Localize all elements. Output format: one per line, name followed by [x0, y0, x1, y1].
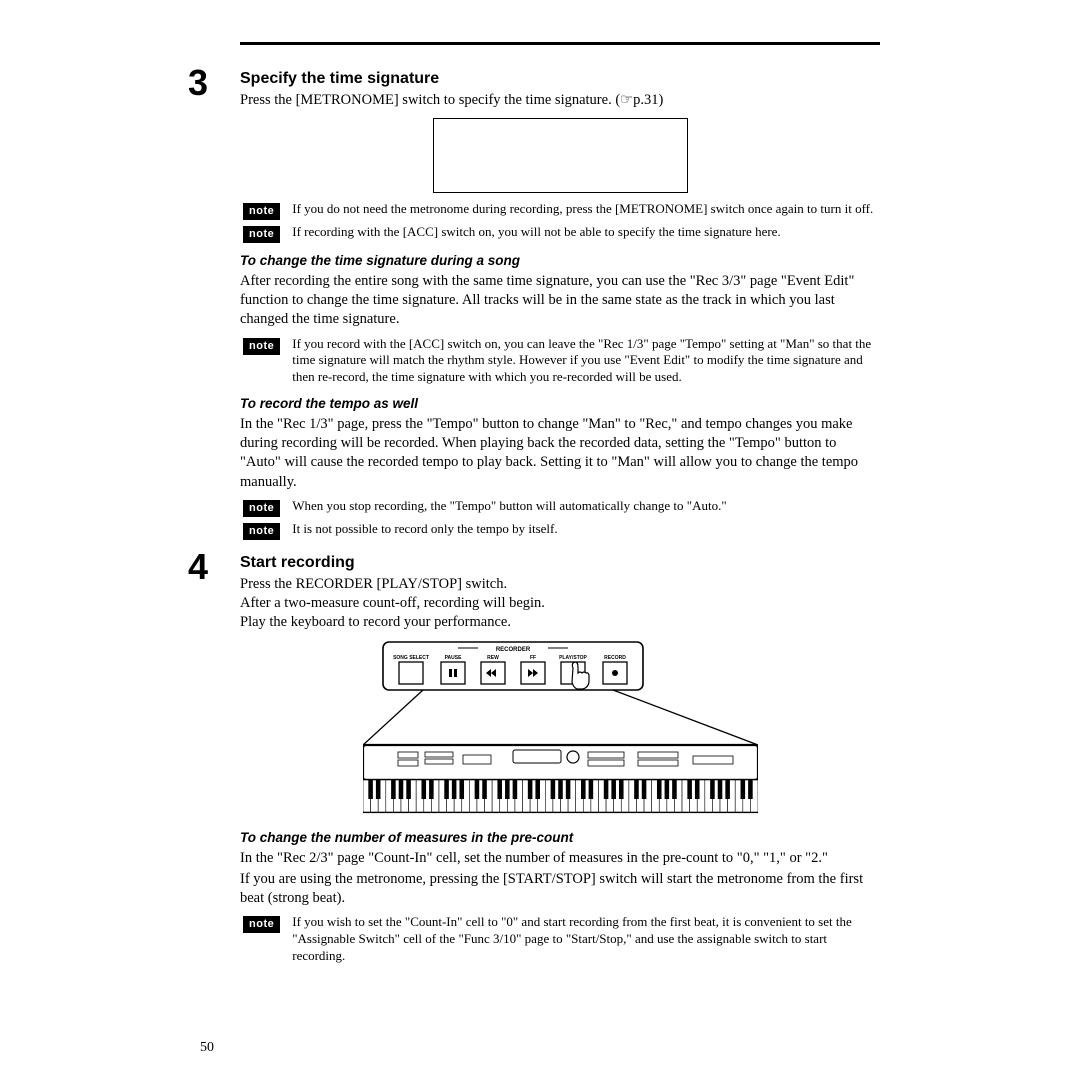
sub-heading: To change the time signature during a so… — [240, 253, 880, 268]
note-badge: note — [243, 203, 280, 220]
body-line: Press the RECORDER [PLAY/STOP] switch. — [240, 575, 880, 594]
body-line: Play the keyboard to record your perform… — [240, 613, 880, 632]
note-badge: note — [243, 523, 280, 540]
keyboard-figure: RECORDER SONG SELECT PAUSE REW FF PLAY/S… — [363, 640, 758, 820]
keyboard-keys — [363, 780, 758, 812]
note-row: note It is not possible to record only t… — [243, 521, 880, 540]
page-number: 50 — [200, 1040, 214, 1056]
note-text: When you stop recording, the "Tempo" but… — [292, 498, 726, 515]
note-badge: note — [243, 226, 280, 243]
empty-display-box — [433, 118, 688, 193]
note-row: note When you stop recording, the "Tempo… — [243, 498, 880, 517]
note-text: If recording with the [ACC] switch on, y… — [292, 224, 780, 241]
step-title: Specify the time signature — [240, 70, 880, 88]
body-paragraph: In the "Rec 1/3" page, press the "Tempo"… — [240, 415, 880, 492]
svg-text:PAUSE: PAUSE — [444, 655, 462, 661]
step-title: Start recording — [240, 554, 880, 572]
step-4: 4 Start recording Press the RECORDER [PL… — [240, 554, 880, 965]
button-song-select — [399, 662, 423, 684]
step-3: 3 Specify the time signature Press the [… — [240, 70, 880, 540]
svg-text:REW: REW — [487, 655, 499, 661]
body-paragraph: After recording the entire song with the… — [240, 272, 880, 329]
button-rew — [481, 662, 505, 684]
note-badge: note — [243, 338, 280, 355]
body-paragraph: If you are using the metronome, pressing… — [240, 870, 880, 908]
body-line: After a two-measure count-off, recording… — [240, 594, 880, 613]
svg-text:SONG SELECT: SONG SELECT — [393, 655, 429, 661]
svg-text:RECORD: RECORD — [604, 655, 626, 661]
button-ff — [521, 662, 545, 684]
page-root: 3 Specify the time signature Press the [… — [0, 0, 1080, 1080]
note-text: If you wish to set the "Count-In" cell t… — [292, 914, 880, 965]
note-text: It is not possible to record only the te… — [292, 521, 557, 538]
step-number: 3 — [188, 62, 208, 104]
step-intro: Press the [METRONOME] switch to specify … — [240, 91, 880, 110]
svg-text:FF: FF — [529, 655, 535, 661]
button-pause — [441, 662, 465, 684]
note-badge: note — [243, 500, 280, 517]
content: 3 Specify the time signature Press the [… — [240, 40, 880, 965]
note-text: If you do not need the metronome during … — [292, 201, 873, 218]
sub-heading: To record the tempo as well — [240, 396, 880, 411]
note-row: note If you wish to set the "Count-In" c… — [243, 914, 880, 965]
sub-heading: To change the number of measures in the … — [240, 830, 880, 845]
step-number: 4 — [188, 546, 208, 588]
keyboard-body — [363, 745, 758, 780]
page-top-rule — [240, 42, 880, 45]
body-paragraph: In the "Rec 2/3" page "Count-In" cell, s… — [240, 849, 880, 868]
svg-text:PLAY/STOP: PLAY/STOP — [559, 655, 587, 661]
note-row: note If you do not need the metronome du… — [243, 201, 880, 220]
keyboard-svg: RECORDER SONG SELECT PAUSE REW FF PLAY/S… — [363, 640, 758, 815]
panel-label: RECORDER — [495, 647, 530, 653]
note-row: note If recording with the [ACC] switch … — [243, 224, 880, 243]
note-row: note If you record with the [ACC] switch… — [243, 336, 880, 387]
button-record — [603, 662, 627, 684]
note-badge: note — [243, 916, 280, 933]
note-text: If you record with the [ACC] switch on, … — [292, 336, 880, 387]
